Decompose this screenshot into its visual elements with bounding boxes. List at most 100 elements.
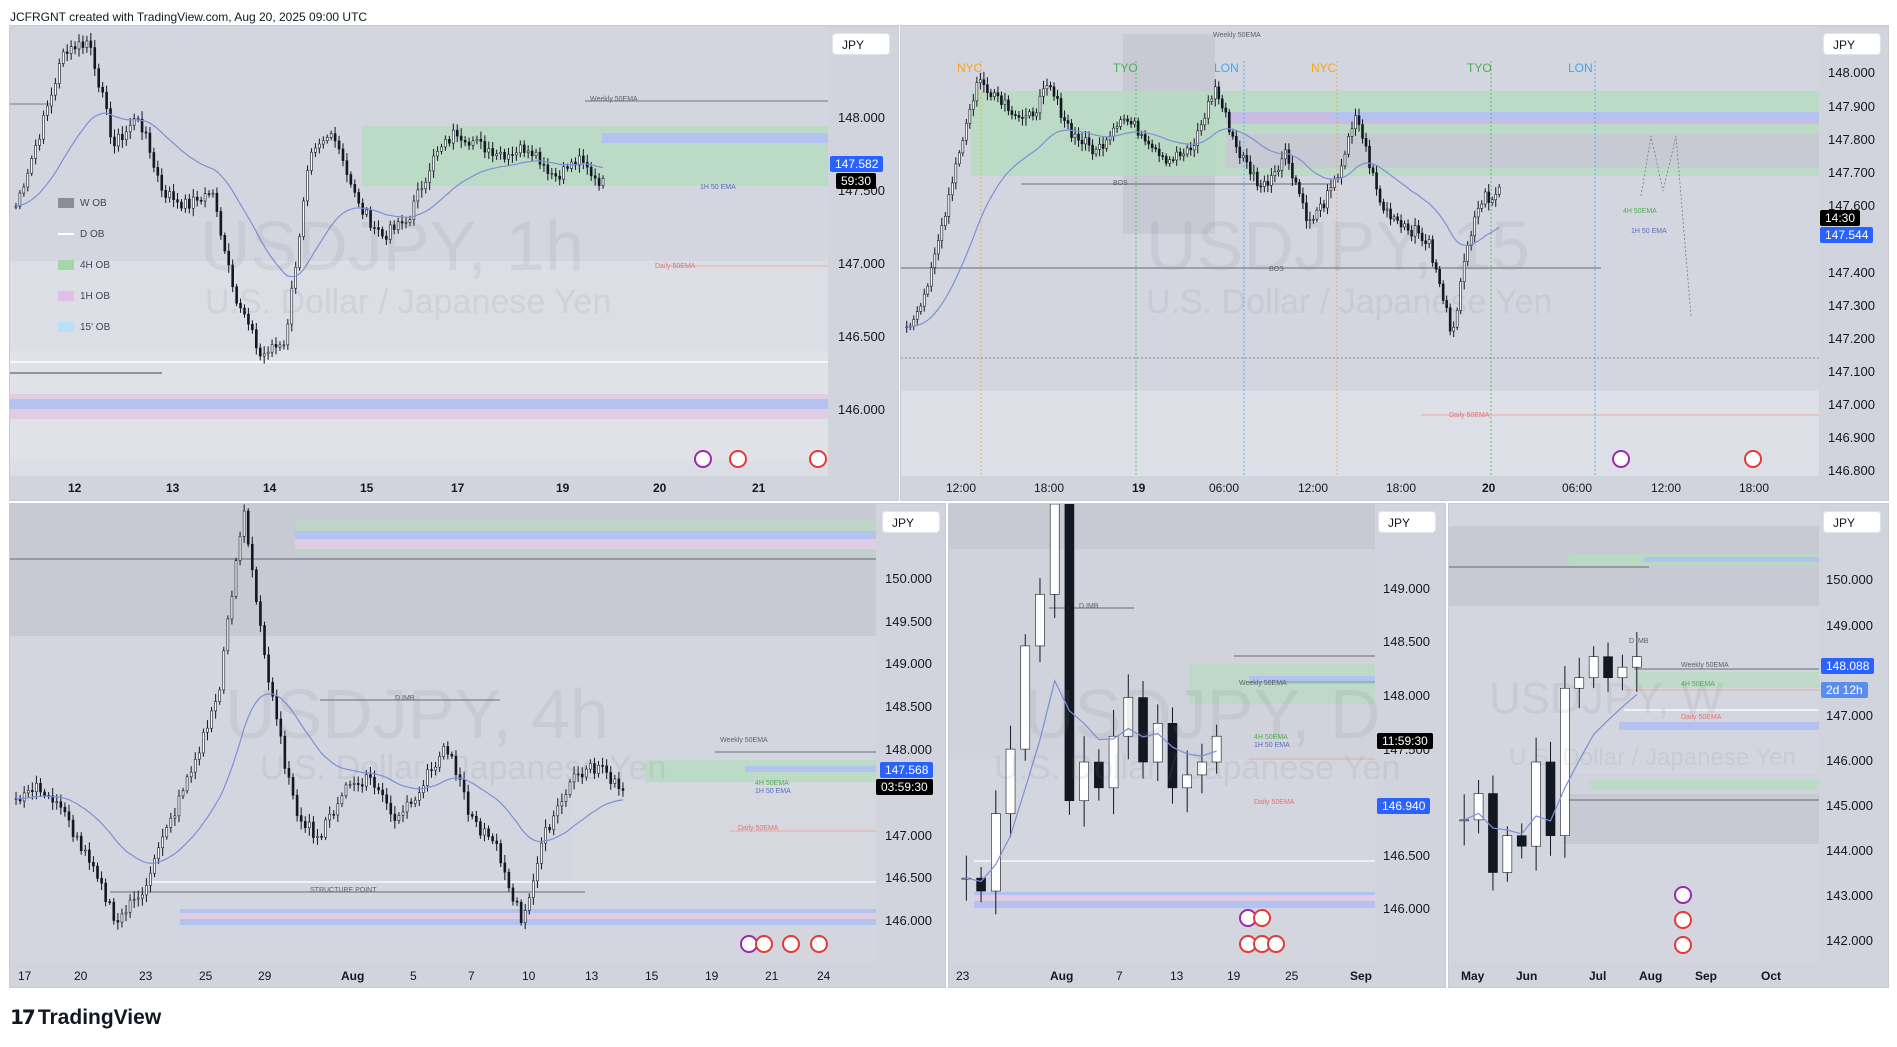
- candle: [1291, 163, 1294, 179]
- tradingview-logo[interactable]: 𝟭𝟳 TradingView: [10, 1005, 161, 1030]
- panel-daily[interactable]: USDJPY, D U.S. Dollar / Japanese Yen D I…: [948, 503, 1446, 988]
- candle: [536, 863, 539, 882]
- candle: [585, 768, 588, 778]
- candle: [1399, 220, 1403, 228]
- candle: [1308, 219, 1312, 222]
- us-flag-icon[interactable]: [729, 450, 747, 468]
- candle: [1413, 225, 1417, 237]
- candle: [26, 172, 30, 188]
- x-tick: 13: [1170, 969, 1184, 983]
- us-flag-icon[interactable]: [755, 935, 773, 953]
- candle: [132, 898, 136, 901]
- candle: [396, 221, 400, 230]
- legend-item: W OB: [58, 188, 110, 219]
- candle: [479, 138, 483, 142]
- chart-15m-svg[interactable]: [901, 26, 1888, 500]
- y-tick: 146.900: [1828, 430, 1875, 445]
- currency-label[interactable]: JPY: [882, 511, 940, 533]
- annotation: Weekly 50EMA: [1239, 680, 1287, 687]
- candle: [582, 155, 585, 163]
- watermark-title: USDJPY, 1h: [200, 207, 584, 285]
- candle: [303, 820, 307, 829]
- currency-label[interactable]: JPY: [1823, 33, 1881, 55]
- candle: [128, 899, 132, 913]
- candle: [442, 746, 446, 757]
- candle: [1154, 147, 1157, 150]
- candle: [1490, 199, 1494, 203]
- us-flag-icon[interactable]: [782, 935, 800, 953]
- chart-4h-svg[interactable]: [10, 504, 945, 987]
- candle: [1052, 86, 1056, 97]
- candle: [954, 163, 958, 184]
- candle: [1427, 239, 1431, 244]
- x-tick: 13: [585, 969, 599, 983]
- candle: [193, 758, 197, 773]
- currency-label[interactable]: JPY: [1378, 511, 1436, 533]
- candle: [318, 143, 321, 149]
- annotation: 4H 50EMA: [755, 780, 789, 787]
- legend-item: 1H OB: [58, 281, 110, 312]
- x-tick: 12:00: [1298, 481, 1329, 495]
- candle: [448, 138, 451, 144]
- chart-daily-svg[interactable]: [949, 504, 1445, 987]
- panel-weekly[interactable]: USDJPY, W U.S. Dollar / Japanese Yen D I…: [1448, 503, 1889, 988]
- x-tick: 29: [258, 969, 272, 983]
- us-flag-icon[interactable]: [1253, 909, 1271, 927]
- candle: [18, 192, 22, 207]
- panel-15m[interactable]: USDJPY, 15 U.S. Dollar / Japanese Yen NY…: [900, 25, 1889, 501]
- annotation: 4H 50EMA: [1254, 734, 1288, 741]
- candle: [1210, 98, 1214, 102]
- y-tick: 147.400: [1828, 265, 1875, 280]
- candle: [333, 133, 337, 142]
- candle: [417, 792, 421, 801]
- us-flag-icon[interactable]: [1267, 935, 1285, 953]
- candle: [519, 901, 523, 924]
- us-flag-icon[interactable]: [810, 935, 828, 953]
- us-flag-icon[interactable]: [1744, 450, 1762, 468]
- panel-4h[interactable]: USDJPY, 4h U.S. Dollar / Japanese Yen D …: [9, 503, 946, 988]
- candle: [88, 849, 91, 863]
- candle: [169, 817, 173, 828]
- chart-weekly-svg[interactable]: [1449, 504, 1888, 987]
- candle: [515, 152, 518, 156]
- candle: [1448, 307, 1452, 332]
- candle: [434, 766, 437, 771]
- event-icon[interactable]: [1612, 450, 1630, 468]
- us-flag-icon[interactable]: [809, 450, 827, 468]
- candle: [251, 323, 254, 331]
- candle: [69, 46, 73, 54]
- event-icon[interactable]: [694, 450, 712, 468]
- candle: [558, 175, 561, 180]
- legend-item: 15' OB: [58, 312, 110, 343]
- candle: [609, 772, 613, 784]
- y-tick: 149.000: [1383, 581, 1430, 596]
- candle: [39, 782, 42, 793]
- candle: [329, 133, 333, 138]
- target-icon[interactable]: [1674, 911, 1692, 929]
- us-flag-icon[interactable]: [1674, 936, 1692, 954]
- watermark-subtitle: U.S. Dollar / Japanese Yen: [1146, 283, 1553, 321]
- candle: [1182, 153, 1186, 157]
- candle: [413, 799, 417, 804]
- candle: [34, 145, 37, 159]
- candle: [219, 211, 223, 236]
- candle: [926, 285, 930, 295]
- panel-1h[interactable]: USDJPY, 1h U.S. Dollar / Japanese Yen W …: [9, 25, 899, 501]
- candle: [1287, 149, 1291, 164]
- candle: [1147, 140, 1150, 145]
- y-tick: 150.000: [885, 571, 932, 586]
- candle: [1143, 134, 1147, 142]
- candle: [1603, 656, 1613, 679]
- candle: [14, 205, 18, 208]
- event-icon[interactable]: [1674, 886, 1692, 904]
- currency-label[interactable]: JPY: [1823, 511, 1881, 533]
- chart-1h-svg[interactable]: [10, 26, 898, 500]
- candle: [258, 347, 262, 357]
- annotation: Daily 50EMA: [1254, 799, 1295, 806]
- candle: [1361, 124, 1364, 139]
- candle: [1028, 111, 1031, 117]
- x-tick: Jul: [1589, 969, 1607, 983]
- ema-line: [966, 679, 1217, 883]
- currency-label[interactable]: JPY: [832, 33, 890, 55]
- candle: [1197, 761, 1207, 776]
